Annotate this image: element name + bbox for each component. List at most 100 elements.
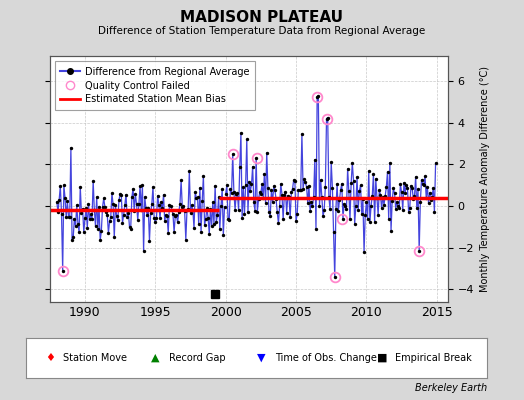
Point bbox=[128, 194, 136, 200]
Point bbox=[183, 207, 191, 214]
Point bbox=[328, 184, 336, 191]
Point bbox=[268, 199, 277, 205]
Text: MADISON PLATEAU: MADISON PLATEAU bbox=[180, 10, 344, 25]
Point bbox=[145, 238, 154, 244]
Point bbox=[243, 136, 251, 142]
Point bbox=[417, 177, 425, 183]
Point bbox=[287, 189, 296, 196]
Point bbox=[156, 215, 164, 221]
Point bbox=[350, 178, 358, 184]
Point bbox=[150, 215, 158, 221]
Point bbox=[331, 274, 339, 280]
Point bbox=[146, 210, 155, 216]
Point bbox=[308, 203, 316, 210]
Point bbox=[370, 219, 379, 225]
Text: ■: ■ bbox=[377, 353, 387, 363]
Point bbox=[386, 160, 394, 166]
Point bbox=[265, 209, 273, 216]
Point bbox=[400, 180, 408, 186]
Point bbox=[414, 186, 422, 192]
Point bbox=[382, 184, 390, 190]
Point bbox=[333, 181, 341, 187]
Point bbox=[367, 202, 375, 209]
Point bbox=[88, 216, 96, 222]
Point bbox=[76, 184, 84, 190]
Point bbox=[385, 216, 393, 222]
Point bbox=[279, 216, 287, 222]
Point bbox=[81, 215, 89, 222]
Point bbox=[232, 191, 241, 198]
Point bbox=[263, 150, 271, 156]
Point bbox=[266, 213, 275, 219]
Point bbox=[368, 193, 376, 199]
Point bbox=[325, 194, 333, 201]
Text: 2010: 2010 bbox=[351, 306, 383, 318]
Point bbox=[80, 229, 88, 235]
Point bbox=[365, 168, 373, 174]
Point bbox=[416, 199, 424, 205]
Point bbox=[71, 222, 80, 229]
Point bbox=[64, 214, 73, 220]
Point bbox=[110, 234, 118, 241]
Point bbox=[202, 216, 210, 222]
Point bbox=[117, 192, 126, 198]
Point bbox=[237, 130, 245, 136]
Text: 1995: 1995 bbox=[139, 306, 171, 318]
Point bbox=[357, 210, 366, 217]
Point bbox=[140, 194, 149, 200]
Point bbox=[172, 212, 181, 218]
Point bbox=[332, 206, 340, 212]
Point bbox=[189, 207, 197, 214]
Point bbox=[157, 199, 166, 205]
Text: ♦: ♦ bbox=[45, 353, 54, 363]
Point bbox=[249, 199, 258, 206]
Point bbox=[387, 228, 395, 234]
Point bbox=[228, 151, 237, 157]
Point bbox=[159, 192, 168, 198]
Point bbox=[240, 211, 248, 218]
Point bbox=[211, 182, 220, 189]
Point bbox=[104, 230, 113, 236]
Point bbox=[410, 193, 419, 200]
Point bbox=[208, 223, 216, 230]
Point bbox=[105, 218, 114, 224]
Point bbox=[90, 207, 99, 213]
Point bbox=[422, 195, 430, 201]
Point bbox=[239, 184, 247, 190]
Point bbox=[69, 234, 78, 240]
Point bbox=[162, 212, 170, 218]
Point bbox=[122, 192, 130, 198]
Point bbox=[392, 198, 401, 205]
Point bbox=[256, 189, 264, 196]
Point bbox=[403, 184, 412, 191]
Point bbox=[94, 226, 102, 232]
Point bbox=[384, 168, 392, 175]
Point bbox=[330, 229, 338, 235]
Point bbox=[209, 199, 217, 206]
Point bbox=[100, 195, 108, 202]
Point bbox=[294, 186, 302, 193]
Text: Empirical Break: Empirical Break bbox=[395, 353, 472, 363]
Point bbox=[419, 181, 427, 188]
Point bbox=[415, 248, 423, 254]
Point bbox=[276, 202, 284, 209]
Point bbox=[62, 214, 70, 220]
Point bbox=[360, 249, 368, 256]
Point bbox=[190, 225, 198, 231]
Point bbox=[223, 182, 231, 188]
Point bbox=[63, 198, 72, 204]
Point bbox=[407, 182, 415, 189]
Point bbox=[106, 214, 115, 220]
Point bbox=[52, 199, 61, 205]
Point bbox=[269, 183, 278, 190]
Point bbox=[377, 205, 386, 211]
Point bbox=[57, 210, 66, 217]
Point bbox=[109, 201, 117, 208]
Point bbox=[401, 190, 409, 196]
Point bbox=[200, 222, 209, 228]
Point bbox=[123, 214, 132, 220]
Point bbox=[300, 176, 309, 182]
Point bbox=[91, 223, 100, 230]
Text: 2005: 2005 bbox=[280, 306, 312, 318]
Point bbox=[258, 181, 266, 188]
